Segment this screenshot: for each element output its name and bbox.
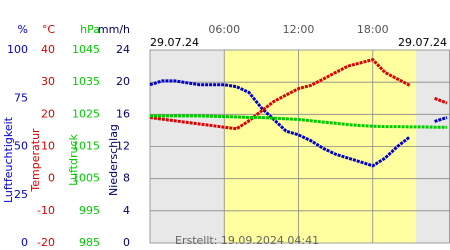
y-tick-label: 24 xyxy=(116,43,130,56)
y-tick-label: -20 xyxy=(37,236,55,249)
y-tick-label: 1005 xyxy=(72,172,100,185)
series-line xyxy=(149,58,448,131)
series-line xyxy=(150,114,447,129)
y-tick-label: 50 xyxy=(14,140,28,153)
x-tick-label: 18:00 xyxy=(357,23,389,36)
y-tick-label: 4 xyxy=(123,204,130,217)
axis-unit: °C xyxy=(42,23,56,36)
y-tick-label: 100 xyxy=(7,43,28,56)
date-left: 29.07.24 xyxy=(150,36,199,49)
y-tick-label: 16 xyxy=(116,107,130,120)
axis-title: Luftfeuchtigkeit xyxy=(2,116,15,203)
footer: Erstellt: 19.09.2024 04:41 xyxy=(175,234,319,247)
axis-unit: % xyxy=(18,23,28,36)
y-tick-label: 0 xyxy=(48,172,55,185)
axis-title: Niederschlag xyxy=(107,124,120,196)
y-tick-label: 1035 xyxy=(72,75,100,88)
y-tick-label: 1045 xyxy=(72,43,100,56)
y-tick-label: -10 xyxy=(37,204,55,217)
y-tick-label: 1015 xyxy=(72,140,100,153)
axis-title: Luftdruck xyxy=(67,133,80,185)
y-tick-label: 0 xyxy=(21,236,28,249)
axis-unit: mm/h xyxy=(98,23,130,36)
y-tick-label: 40 xyxy=(41,43,55,56)
y-tick-label: 10 xyxy=(41,140,55,153)
y-tick-label: 0 xyxy=(123,236,130,249)
axis-title: Temperatur xyxy=(29,128,42,193)
y-tick-label: 30 xyxy=(41,75,55,88)
y-tick-label: 985 xyxy=(79,236,100,249)
y-tick-label: 995 xyxy=(79,204,100,217)
x-tick-label: 06:00 xyxy=(208,23,240,36)
y-tick-label: 8 xyxy=(123,172,130,185)
y-tick-label: 75 xyxy=(14,91,28,104)
y-tick-label: 25 xyxy=(14,188,28,201)
y-tick-label: 20 xyxy=(116,75,130,88)
series-line xyxy=(149,79,448,168)
date-right: 29.07.24 xyxy=(398,36,447,49)
y-tick-label: 12 xyxy=(116,140,130,153)
axis-unit: hPa xyxy=(80,23,100,36)
y-tick-label: 20 xyxy=(41,107,55,120)
y-tick-label: 1025 xyxy=(72,107,100,120)
x-tick-label: 12:00 xyxy=(283,23,315,36)
